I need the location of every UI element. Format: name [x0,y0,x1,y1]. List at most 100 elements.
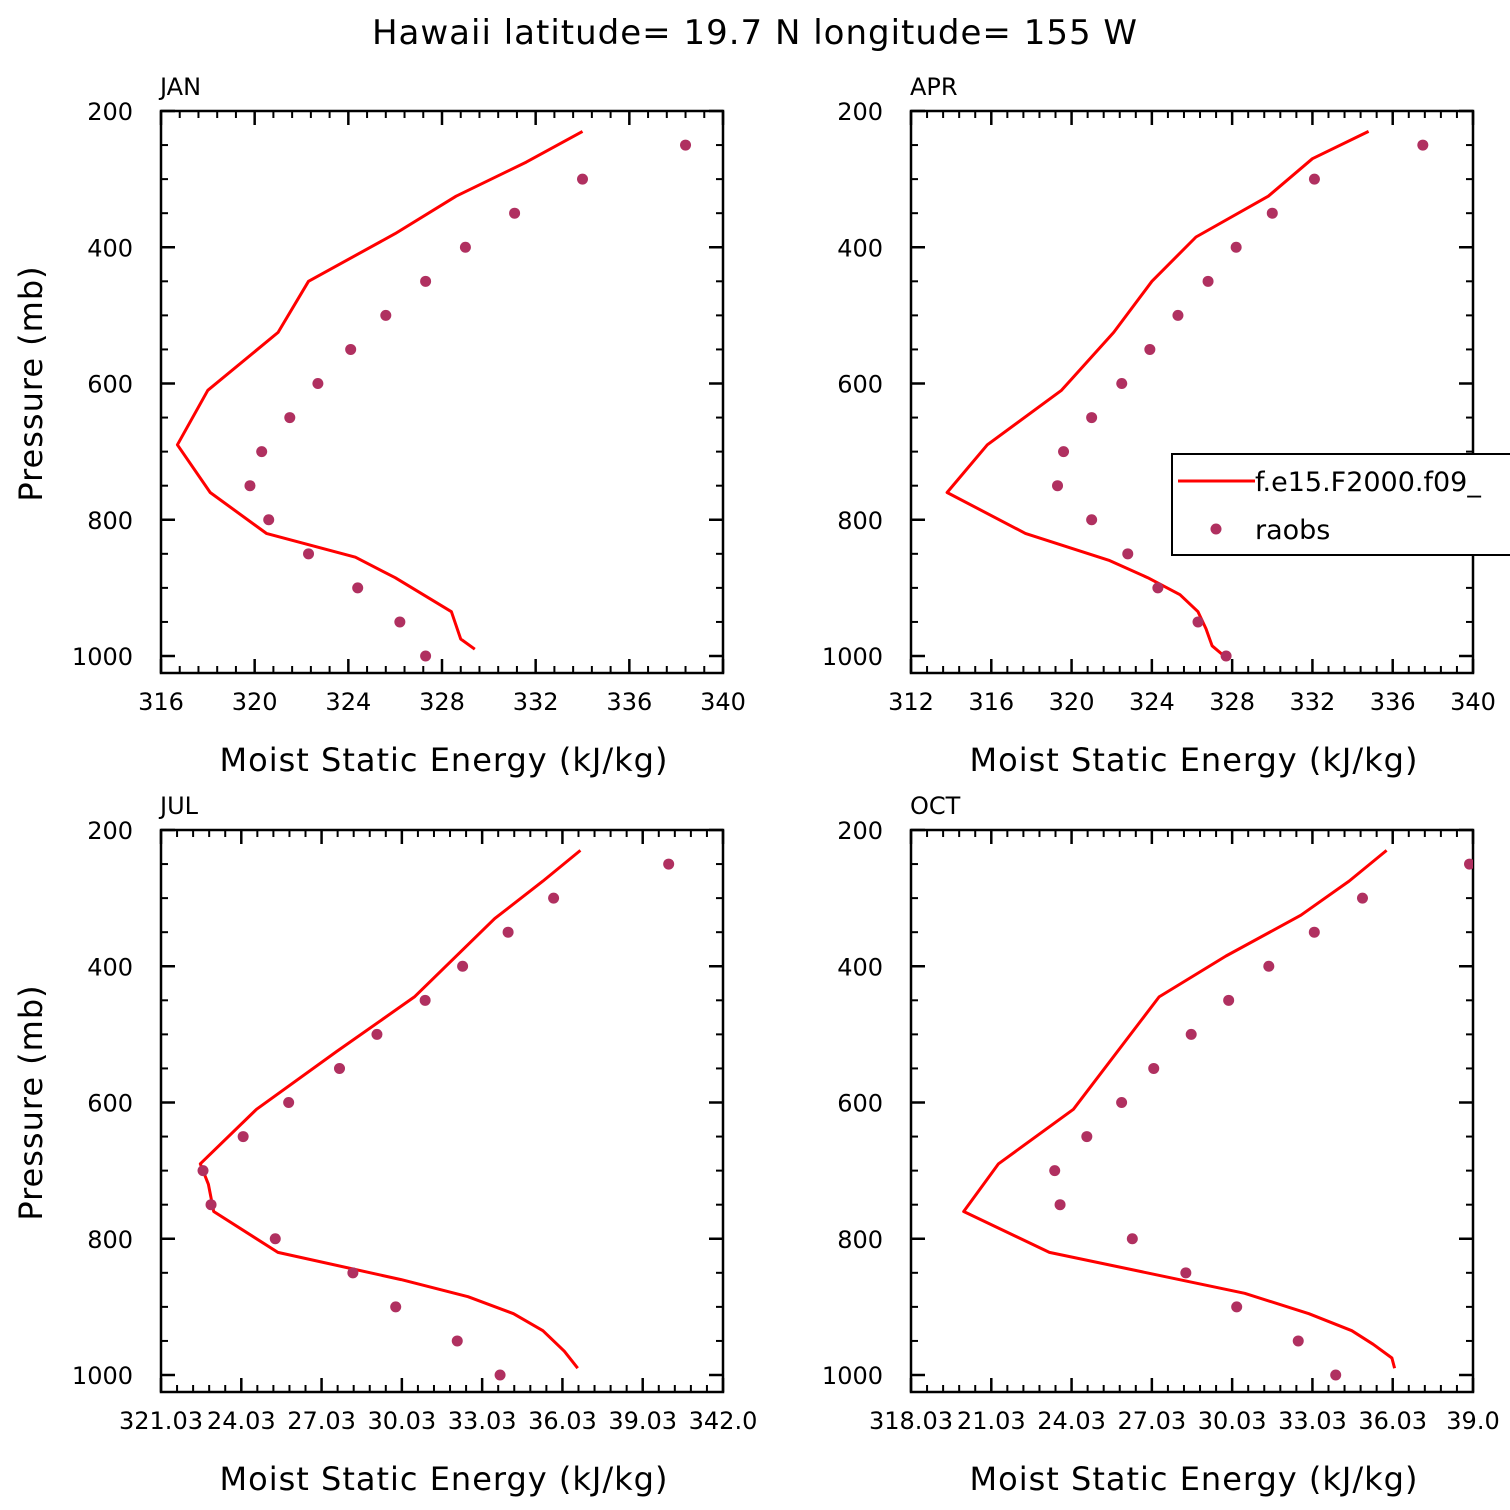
obs-point [1192,616,1204,628]
x-tick-label: 336 [606,688,652,716]
y-tick-label: 1000 [72,1362,133,1390]
series-group [962,849,1473,1381]
obs-point [1126,1233,1138,1245]
y-tick-label: 200 [87,98,133,126]
obs-point [1058,446,1070,458]
obs-point [459,241,471,253]
panels: JAN 316 320 324 328 332 336 340 200 400 600 800 1000… [12,73,1510,1498]
obs-point [494,1369,506,1381]
panel-apr: APR 312 316 320 324 328 332 336 340 200 400 600 800 1… [822,73,1496,779]
obs-point [1172,309,1184,321]
plot-frame [909,828,1475,1394]
x-tick-label: 340 [700,688,746,716]
legend-box [1171,453,1510,556]
obs-point [663,858,675,870]
obs-point [420,650,432,662]
x-tick-label: 27.03 [287,1407,356,1435]
panel-jul: JUL 321.03 24.03 27.03 30.03 33.03 36.03 39.03 3… [12,792,757,1498]
y-tick-label: 800 [87,1226,133,1254]
obs-point [1292,1335,1304,1347]
obs-point [1223,994,1235,1006]
obs-point [303,548,315,560]
x-tick-label: 320 [1049,688,1095,716]
obs-point [420,275,432,287]
obs-point [1202,275,1214,287]
x-tick-label: 33.03 [1278,1407,1347,1435]
x-tick-label: 318.03 [869,1407,953,1435]
y-tick-label: 800 [837,507,883,535]
x-axis-title: Moist Static Energy (kJ/kg) [220,741,669,779]
x-tick-label: 324 [325,688,371,716]
obs-point [1049,1165,1061,1177]
panel-label: OCT [910,792,961,820]
obs-point [1152,582,1164,594]
obs-point [577,173,588,185]
obs-point [1054,1199,1066,1211]
y-tick-label: 600 [837,371,883,399]
legend-dot-swatch [1210,523,1222,535]
obs-point [1263,960,1275,972]
x-axis-title: Moist Static Energy (kJ/kg) [970,741,1419,779]
obs-point [347,1267,359,1279]
obs-point [334,1062,346,1074]
x-tick-label: 36.03 [1358,1407,1427,1435]
y-tick-label: 800 [87,507,133,535]
x-axis-title: Moist Static Energy (kJ/kg) [970,1460,1419,1498]
model-line [175,130,584,651]
plot-frame [159,828,725,1394]
obs-point [394,616,406,628]
x-tick-label: 324 [1129,688,1175,716]
obs-point [352,582,364,594]
obs-point [1464,858,1473,870]
obs-point [502,926,514,938]
obs-point [1266,207,1278,219]
y-tick-label: 200 [837,817,883,845]
obs-point [1230,241,1242,253]
y-tick-label: 600 [837,1090,883,1118]
y-tick-label: 400 [87,234,133,262]
y-tick-label: 600 [87,371,133,399]
y-tick-label: 400 [87,953,133,981]
panel-label: APR [910,73,958,101]
obs-point [451,1335,463,1347]
obs-point [1231,1301,1243,1313]
y-tick-label: 800 [837,1226,883,1254]
obs-point [205,1199,217,1211]
obs-point [509,207,521,219]
x-tick-label: 30.03 [1198,1407,1267,1435]
y-tick-label: 600 [87,1090,133,1118]
x-tick-label: 312 [888,688,934,716]
y-tick-label: 200 [837,98,883,126]
obs-point [548,892,560,904]
y-axis-title: Pressure (mb) [12,984,50,1220]
obs-point [345,343,357,355]
obs-point [263,514,275,526]
panel-oct: OCT 318.03 21.03 24.03 27.03 30.03 33.03 36.03 3… [822,792,1500,1498]
obs-point [371,1028,383,1040]
plot-frame [159,109,725,675]
x-tick-label: 342.0 [689,1407,758,1435]
legend-model-label: f.e15.F2000.f09_ [1255,467,1481,498]
obs-point [197,1165,209,1177]
panel-label: JUL [158,792,199,820]
obs-point [1308,926,1320,938]
x-tick-label: 30.03 [367,1407,436,1435]
y-tick-label: 400 [837,234,883,262]
obs-point [1180,1267,1192,1279]
y-tick-label: 1000 [822,1362,883,1390]
obs-point [1356,892,1368,904]
figure-title: Hawaii latitude= 19.7 N longitude= 155 W [372,13,1138,53]
legend: f.e15.F2000.f09_raobs [1171,453,1510,556]
x-tick-label: 340 [1450,688,1496,716]
y-tick-label: 1000 [72,643,133,671]
x-tick-label: 321.03 [119,1407,203,1435]
obs-point [1417,139,1429,151]
y-axis-title: Pressure (mb) [12,265,50,501]
x-tick-label: 27.03 [1117,1407,1186,1435]
obs-point [1122,548,1134,560]
obs-point [380,309,392,321]
obs-point [1086,514,1098,526]
x-tick-label: 39.0 [1446,1407,1499,1435]
obs-point [1116,1097,1128,1108]
